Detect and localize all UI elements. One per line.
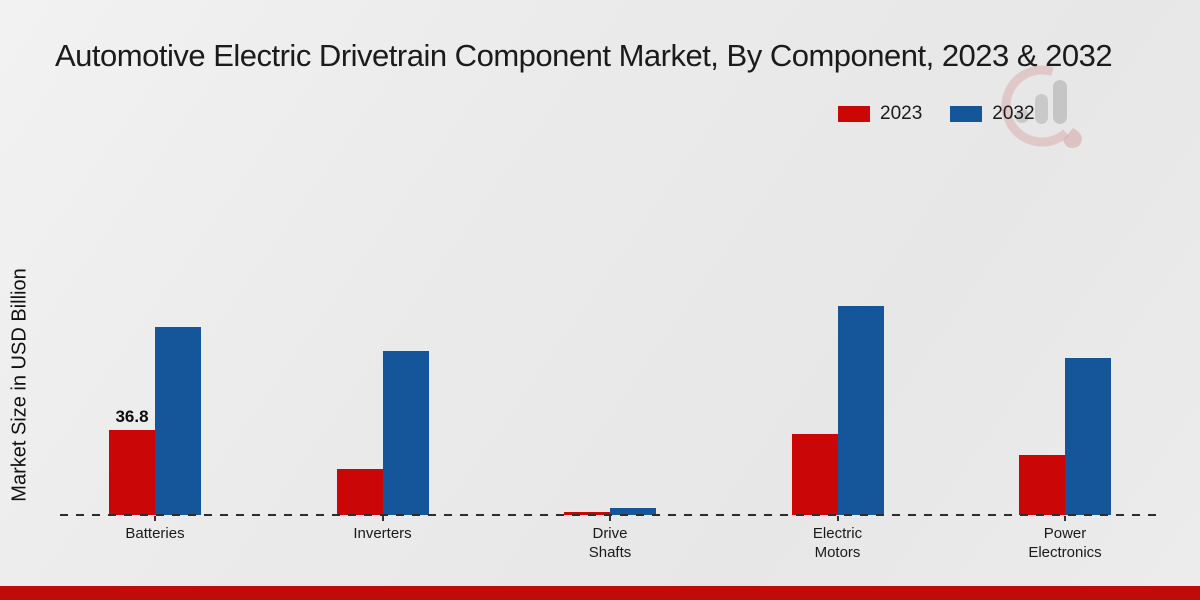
bar-2023-electric-motors: [791, 434, 838, 515]
x-axis-tick: [154, 516, 156, 521]
legend-item-2023: 2023: [838, 103, 922, 125]
category-label-power-electronics: Power Electronics: [1028, 525, 1102, 561]
x-axis-tick: [609, 516, 611, 521]
category-label-electric-motors: Electric Motors: [812, 525, 863, 561]
bar-2032-power-electronics: [1065, 358, 1111, 515]
legend-swatch-2023: [838, 106, 870, 122]
value-label-batteries-2023: 36.8: [115, 407, 149, 426]
legend-item-2032: 2032: [950, 103, 1035, 125]
category-label-inverters: Inverters: [353, 525, 412, 542]
footer-strip: [0, 586, 1200, 600]
chart-title: Automotive Electric Drivetrain Component…: [55, 38, 1113, 73]
watermark-logo: [1001, 65, 1083, 148]
legend: 2023 2032: [838, 103, 1035, 125]
x-axis-tick: [836, 516, 839, 521]
x-axis-tick: [381, 516, 384, 521]
bar-2032-electric-motors: [837, 306, 884, 515]
bar-2032-drive-shafts: [610, 508, 656, 515]
x-axis-baseline: [60, 514, 1158, 516]
legend-swatch-2032: [950, 106, 983, 122]
category-label-drive-shafts: Drive Shafts: [588, 525, 632, 561]
x-axis-tick: [1064, 516, 1066, 521]
bar-2032-batteries: [155, 327, 201, 515]
bar-2023-inverters: [336, 469, 383, 515]
bar-2023-power-electronics: [1019, 455, 1065, 515]
bar-2023-batteries: [109, 430, 155, 515]
legend-label-2023: 2023: [880, 103, 923, 124]
bar-2023-drive-shafts: [564, 512, 610, 515]
legend-label-2032: 2032: [992, 103, 1035, 124]
category-label-batteries: Batteries: [125, 525, 185, 542]
bar-2032-inverters: [382, 351, 429, 515]
